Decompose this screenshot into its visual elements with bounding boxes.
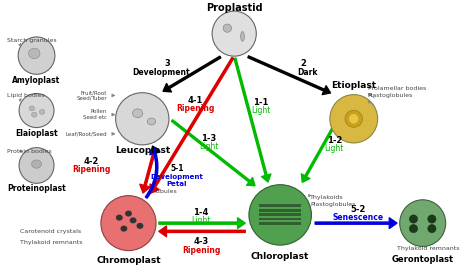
- Text: Lipid bodies: Lipid bodies: [7, 93, 45, 98]
- Text: Leaf/Root/Seed: Leaf/Root/Seed: [65, 131, 107, 136]
- Text: Carotenoid crystals: Carotenoid crystals: [20, 229, 82, 234]
- FancyArrowPatch shape: [248, 56, 330, 95]
- Text: Ripening: Ripening: [73, 165, 111, 174]
- FancyArrowPatch shape: [159, 218, 245, 229]
- Text: Light: Light: [191, 216, 211, 225]
- Text: Dark: Dark: [298, 68, 318, 77]
- Ellipse shape: [31, 112, 37, 117]
- Ellipse shape: [19, 148, 54, 183]
- Ellipse shape: [39, 110, 45, 114]
- Bar: [259, 218, 301, 220]
- FancyArrowPatch shape: [172, 120, 255, 186]
- Text: Thylakoid remnants: Thylakoid remnants: [397, 246, 460, 251]
- Bar: [259, 209, 301, 212]
- Text: Etioplast: Etioplast: [331, 81, 376, 90]
- FancyArrowPatch shape: [301, 117, 339, 182]
- Ellipse shape: [29, 106, 35, 111]
- Text: Senescence: Senescence: [333, 213, 384, 222]
- Ellipse shape: [116, 215, 123, 221]
- Ellipse shape: [400, 200, 446, 246]
- Ellipse shape: [19, 94, 54, 128]
- Ellipse shape: [137, 223, 144, 229]
- Ellipse shape: [147, 118, 155, 125]
- Text: 5-1: 5-1: [170, 164, 183, 173]
- Text: Light: Light: [325, 144, 344, 153]
- Ellipse shape: [212, 11, 256, 56]
- Ellipse shape: [349, 114, 358, 124]
- Text: Ripening: Ripening: [176, 104, 215, 113]
- Text: 1-3: 1-3: [201, 134, 217, 143]
- FancyArrowPatch shape: [315, 218, 397, 229]
- Text: Proplastid: Proplastid: [206, 2, 263, 13]
- Ellipse shape: [428, 224, 436, 233]
- Bar: [259, 213, 301, 216]
- Ellipse shape: [125, 211, 132, 217]
- Text: 1-1: 1-1: [253, 98, 269, 107]
- Text: Fruit/Root
Seed/Tuber: Fruit/Root Seed/Tuber: [76, 90, 107, 101]
- Ellipse shape: [101, 196, 156, 251]
- Ellipse shape: [410, 215, 418, 223]
- Ellipse shape: [241, 31, 244, 41]
- Text: Plastoglobules: Plastoglobules: [367, 93, 413, 98]
- Text: Proteinoplast: Proteinoplast: [7, 184, 66, 193]
- Text: 5-2: 5-2: [351, 205, 366, 214]
- Text: Development: Development: [132, 68, 190, 77]
- Text: Leucoplast: Leucoplast: [115, 146, 170, 155]
- FancyArrowPatch shape: [234, 58, 271, 182]
- Ellipse shape: [116, 93, 169, 145]
- Text: Starch granules: Starch granules: [7, 38, 56, 43]
- Bar: [259, 222, 301, 225]
- Text: Light: Light: [199, 142, 219, 151]
- Text: Elaioplast: Elaioplast: [15, 129, 58, 138]
- Ellipse shape: [31, 160, 42, 168]
- Text: Thylakoids: Thylakoids: [310, 195, 344, 200]
- Text: Ripening: Ripening: [182, 246, 220, 254]
- Text: 2: 2: [300, 59, 306, 68]
- FancyArrowPatch shape: [150, 57, 234, 193]
- Text: Pollen
Seed etc: Pollen Seed etc: [83, 109, 107, 120]
- Text: Chromoplast: Chromoplast: [96, 256, 161, 265]
- Ellipse shape: [223, 24, 231, 32]
- Text: Thylakoid remnants: Thylakoid remnants: [20, 240, 83, 245]
- Text: 1-2: 1-2: [327, 136, 342, 145]
- Ellipse shape: [249, 185, 311, 245]
- Text: Light: Light: [251, 106, 271, 115]
- Ellipse shape: [120, 225, 128, 232]
- Text: Chloroplast: Chloroplast: [251, 252, 310, 261]
- Text: 3: 3: [164, 59, 171, 68]
- Text: 4-3: 4-3: [193, 237, 209, 246]
- Text: Plastoglobules: Plastoglobules: [310, 202, 356, 207]
- Text: Tubules: Tubules: [154, 189, 177, 194]
- Text: Prolamellar bodies: Prolamellar bodies: [367, 86, 426, 91]
- Bar: [259, 205, 301, 207]
- Ellipse shape: [18, 37, 55, 74]
- Ellipse shape: [410, 224, 418, 233]
- Text: Protein bodies: Protein bodies: [7, 149, 51, 154]
- FancyArrowPatch shape: [159, 226, 245, 237]
- Text: 4-1: 4-1: [188, 95, 203, 105]
- Ellipse shape: [345, 110, 363, 127]
- Ellipse shape: [129, 217, 137, 223]
- Ellipse shape: [133, 109, 143, 118]
- FancyArrowPatch shape: [163, 56, 221, 92]
- Ellipse shape: [28, 48, 40, 59]
- Text: 1-4: 1-4: [193, 208, 209, 217]
- FancyArrowPatch shape: [146, 146, 160, 198]
- Text: Amyloplast: Amyloplast: [12, 76, 61, 85]
- Text: Gerontoplast: Gerontoplast: [392, 255, 454, 264]
- FancyArrowPatch shape: [140, 147, 156, 193]
- Text: Development
Petal: Development Petal: [150, 174, 203, 187]
- Text: 4-2: 4-2: [84, 157, 100, 166]
- Ellipse shape: [428, 215, 436, 223]
- Ellipse shape: [330, 95, 378, 143]
